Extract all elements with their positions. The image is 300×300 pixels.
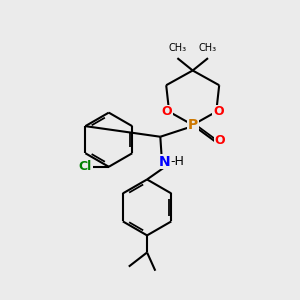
Text: P: P (188, 118, 198, 132)
Text: Cl: Cl (78, 160, 91, 173)
Text: O: O (162, 105, 172, 118)
Text: CH₃: CH₃ (168, 43, 186, 53)
Text: N: N (159, 155, 170, 169)
Text: CH₃: CH₃ (199, 43, 217, 53)
Text: O: O (215, 134, 225, 147)
Text: O: O (213, 105, 224, 118)
Text: -H: -H (170, 155, 184, 168)
